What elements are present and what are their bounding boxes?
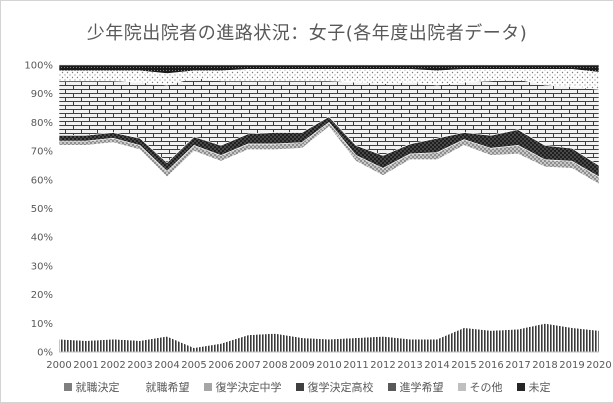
y-axis: 0% 10% 20% 30% 40% 50% 60% 70% 80% 90% 100%	[24, 61, 53, 359]
x-tick-label: 2016	[478, 360, 503, 371]
legend-item-4: 復学決定高校	[295, 379, 374, 395]
x-tick-label: 2002	[100, 360, 125, 371]
x-tick-label: 2001	[73, 360, 98, 371]
x-tick-label: 2020	[586, 360, 611, 371]
x-tick-label: 2010	[316, 360, 341, 371]
x-tick-label: 2003	[127, 360, 152, 371]
y-tick-label: 80%	[31, 118, 53, 129]
legend-item-2: 就職希望	[133, 379, 190, 395]
x-tick-label: 2019	[559, 360, 584, 371]
legend-swatch	[387, 383, 396, 391]
legend-label: 就職決定	[75, 381, 120, 394]
area-series-2	[58, 126, 600, 348]
y-tick-label: 90%	[31, 89, 53, 100]
x-tick-label: 2012	[370, 360, 395, 371]
legend: 就職決定 就職希望 復学決定中学 復学決定高校 進学希望 その他 未定	[1, 379, 613, 395]
legend-swatch	[133, 383, 142, 391]
legend-label: 未定	[528, 381, 551, 394]
legend-swatch	[295, 383, 304, 391]
legend-label: 復学決定高校	[307, 381, 374, 394]
x-tick-label: 2004	[154, 360, 179, 371]
legend-label: 復学決定中学	[215, 381, 282, 394]
legend-label: その他	[469, 381, 503, 394]
x-tick-label: 2008	[262, 360, 287, 371]
legend-item-1: 就職決定	[63, 379, 120, 395]
y-tick-label: 30%	[31, 261, 53, 272]
legend-swatch	[516, 383, 525, 391]
x-tick-label: 2017	[505, 360, 530, 371]
y-tick-label: 70%	[31, 147, 53, 158]
legend-item-6: その他	[457, 379, 503, 395]
legend-swatch	[457, 383, 466, 391]
legend-item-5: 進学希望	[387, 379, 444, 395]
x-tick-label: 2006	[208, 360, 233, 371]
y-tick-label: 40%	[31, 233, 53, 244]
x-tick-label: 2000	[46, 360, 71, 371]
x-tick-label: 2013	[397, 360, 422, 371]
x-tick-label: 2018	[532, 360, 557, 371]
legend-item-7: 未定	[516, 379, 551, 395]
y-tick-label: 0%	[37, 348, 53, 359]
chart-title: 少年院出院者の進路状況：女子(各年度出院者データ)	[86, 23, 528, 44]
legend-item-3: 復学決定中学	[203, 379, 282, 395]
x-tick-label: 2009	[289, 360, 314, 371]
area-series	[58, 64, 600, 353]
y-tick-label: 100%	[24, 61, 53, 72]
x-tick-label: 2015	[451, 360, 476, 371]
y-tick-label: 10%	[31, 319, 53, 330]
legend-swatch	[203, 383, 212, 391]
legend-label: 就職希望	[145, 381, 190, 394]
y-tick-label: 20%	[31, 290, 53, 301]
x-tick-label: 2005	[181, 360, 206, 371]
x-axis: 2000 2001 2002 2003 2004 2005 2006 2007 2008 2009…	[46, 351, 612, 371]
legend-swatch	[63, 383, 72, 391]
legend-label: 進学希望	[399, 381, 444, 394]
x-tick-label: 2007	[235, 360, 260, 371]
x-tick-label: 2014	[424, 360, 449, 371]
x-tick-label: 2011	[343, 360, 368, 371]
y-tick-label: 60%	[31, 175, 53, 186]
area-series-7	[58, 64, 600, 74]
y-tick-label: 50%	[31, 204, 53, 215]
